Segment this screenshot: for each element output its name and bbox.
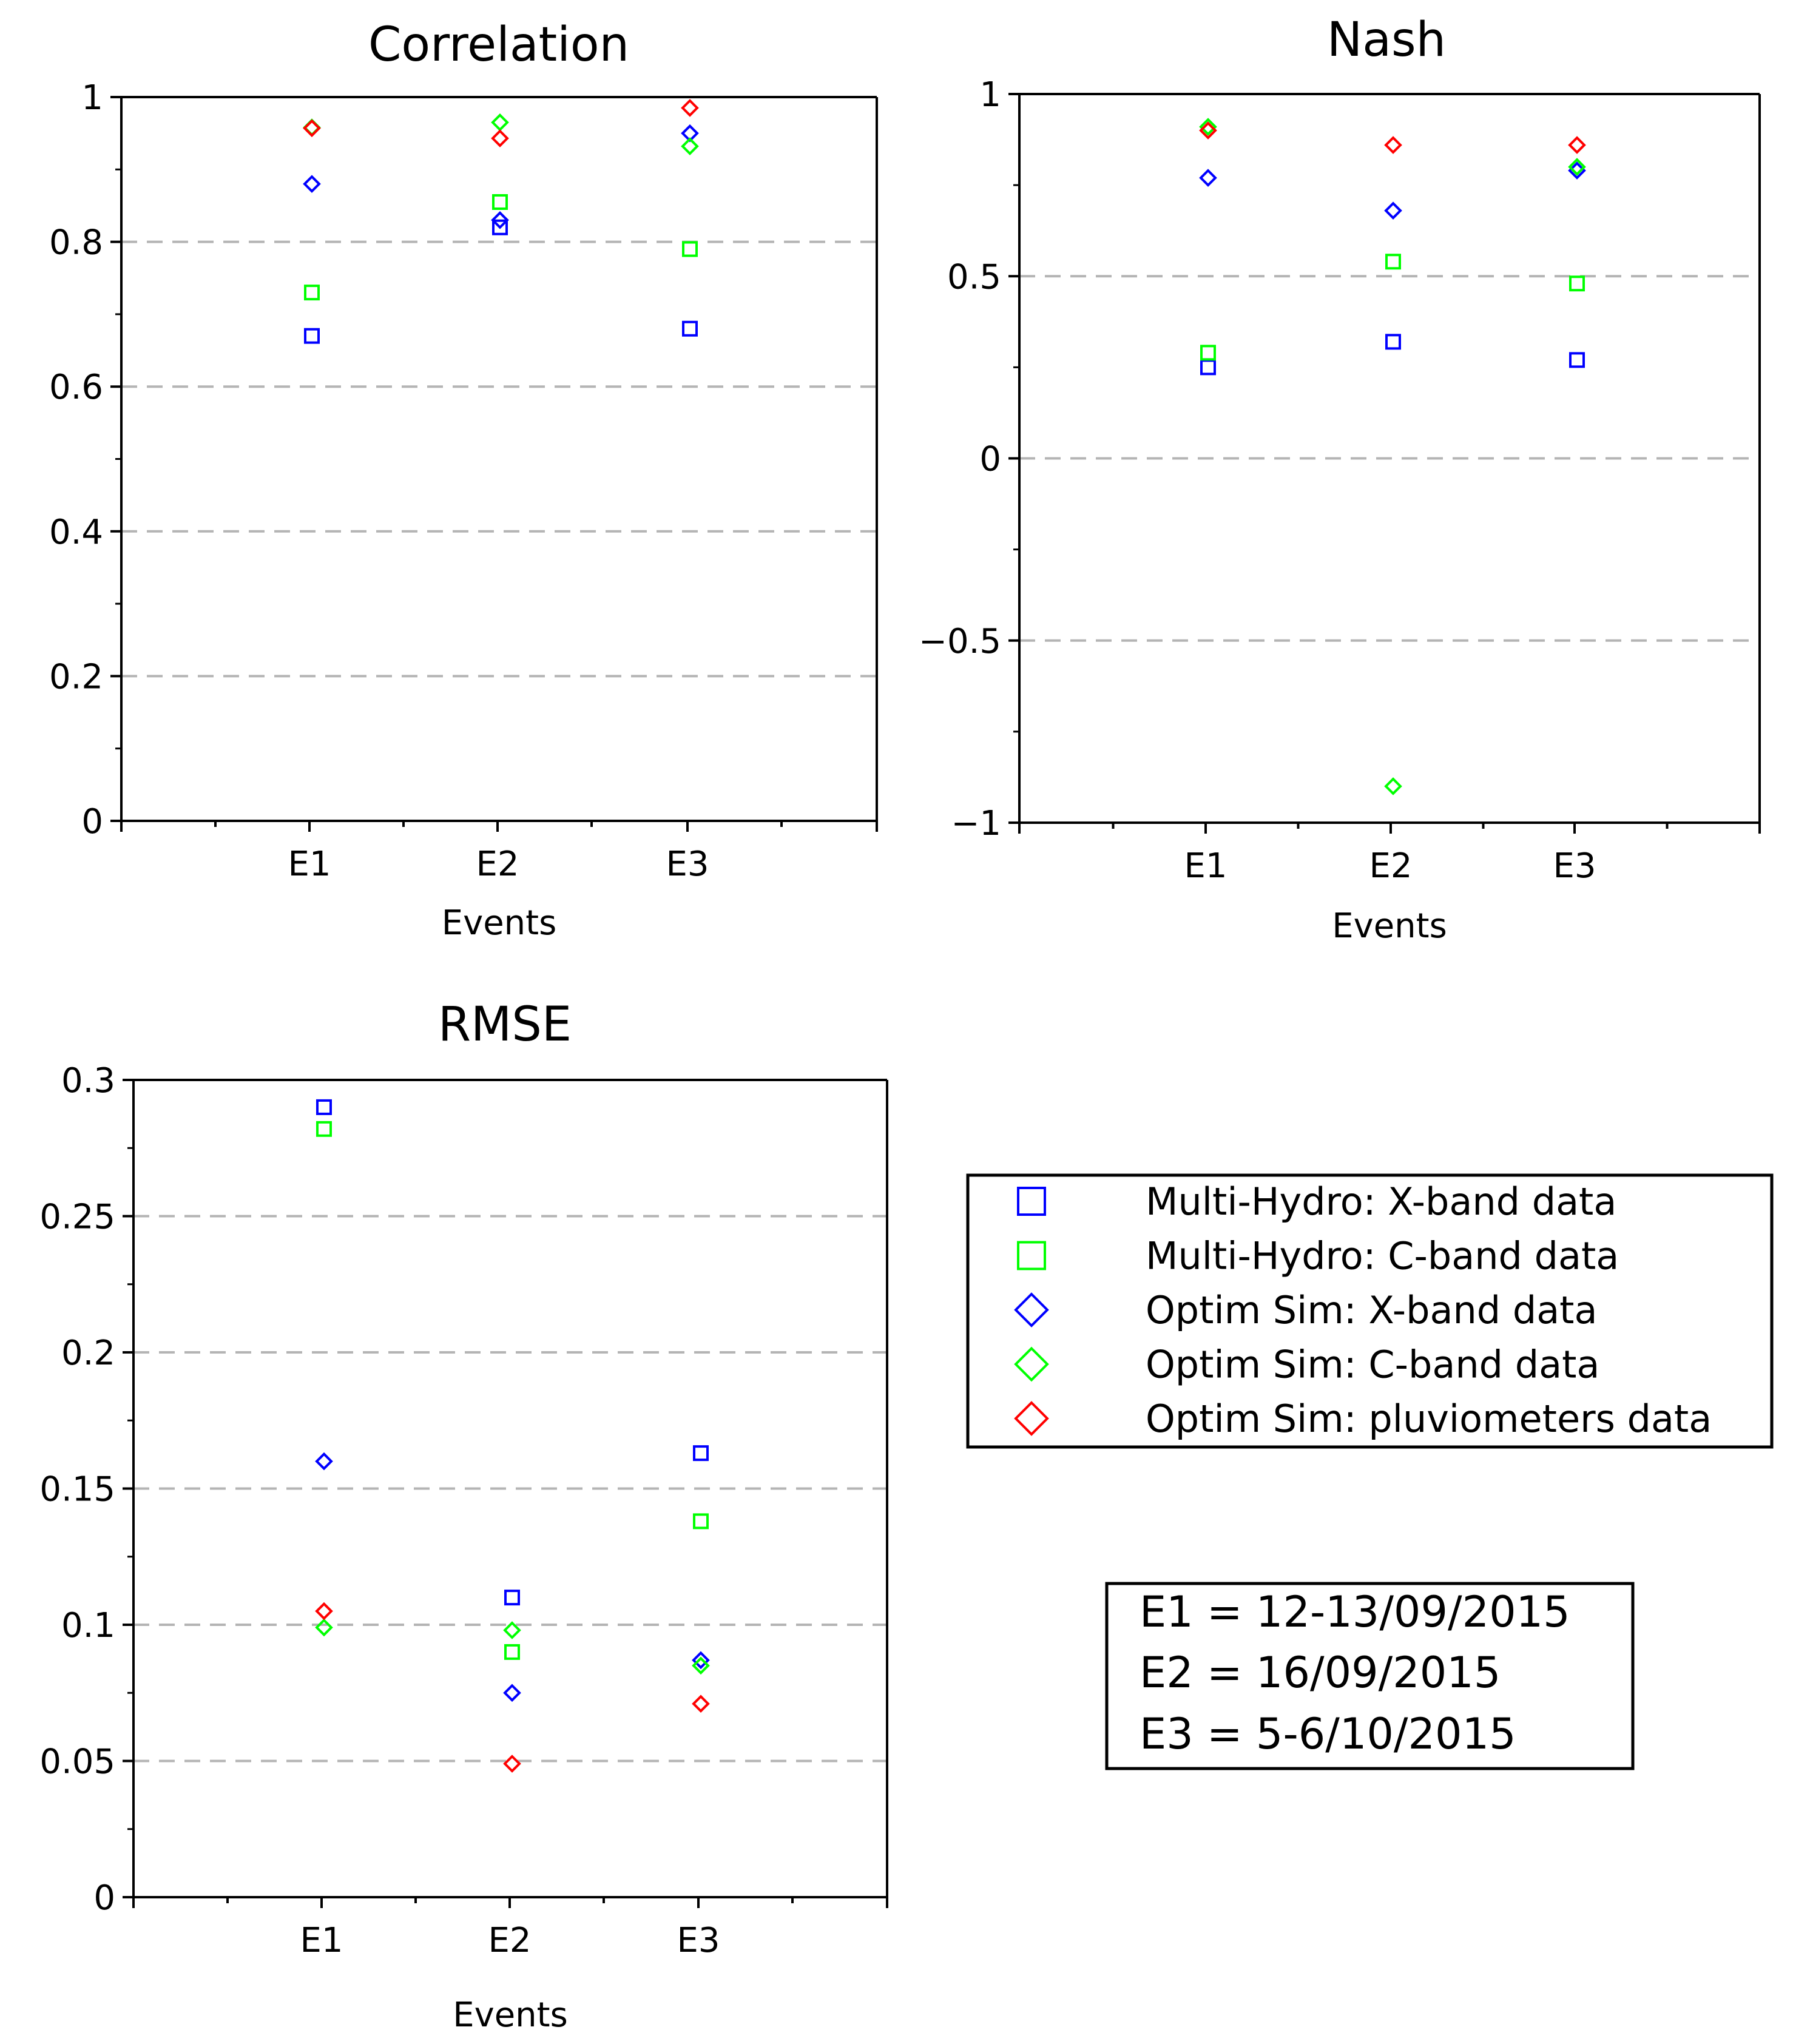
nash-point-optim-sim-x-band-data-e2 bbox=[1384, 201, 1402, 220]
rmse-title: RMSE bbox=[438, 997, 572, 1052]
events-box: E1 = 12-13/09/2015 E2 = 16/09/2015 E3 = … bbox=[1105, 1582, 1635, 1770]
rmse-point-multi-hydro-x-band-data-e3 bbox=[693, 1445, 709, 1462]
legend-label-optim-sim-x-band-data: Optim Sim: X-band data bbox=[1146, 1288, 1597, 1332]
nash-point-optim-sim-pluviometers-data-e2 bbox=[1384, 136, 1402, 154]
event-line-e2: E2 = 16/09/2015 bbox=[1140, 1648, 1501, 1698]
rmse-ytick-label: 0 bbox=[93, 1878, 115, 1918]
correlation-point-multi-hydro-c-band-data-e3 bbox=[682, 241, 698, 257]
rmse-point-multi-hydro-c-band-data-e2 bbox=[504, 1644, 520, 1660]
correlation-xtick-label-e1: E1 bbox=[288, 845, 331, 884]
legend-label-optim-sim-pluviometers-data: Optim Sim: pluviometers data bbox=[1146, 1397, 1712, 1441]
rmse-point-optim-sim-c-band-data-e2 bbox=[503, 1621, 521, 1639]
correlation-point-optim-sim-pluviometers-data-e2 bbox=[491, 129, 509, 147]
rmse-point-optim-sim-pluviometers-data-e3 bbox=[692, 1695, 710, 1713]
event-line-e1: E1 = 12-13/09/2015 bbox=[1140, 1587, 1570, 1637]
nash-ytick-label: 0 bbox=[979, 440, 1001, 479]
nash-point-multi-hydro-x-band-data-e3 bbox=[1569, 352, 1585, 368]
correlation-ytick-label: 0.8 bbox=[49, 223, 103, 263]
legend-marker-optim-sim-x-band-data bbox=[1014, 1292, 1049, 1327]
correlation-title: Correlation bbox=[368, 18, 629, 72]
nash-point-multi-hydro-x-band-data-e2 bbox=[1385, 334, 1401, 350]
nash-xlabel: Events bbox=[1332, 906, 1447, 946]
event-line-e3: E3 = 5-6/10/2015 bbox=[1140, 1709, 1516, 1759]
nash-point-multi-hydro-x-band-data-e1 bbox=[1200, 359, 1216, 376]
rmse-point-optim-sim-x-band-data-e1 bbox=[315, 1452, 333, 1471]
correlation-ytick-label: 1 bbox=[81, 78, 103, 118]
correlation-point-optim-sim-c-band-data-e2 bbox=[491, 113, 509, 132]
correlation-ytick-label: 0.6 bbox=[49, 368, 103, 407]
legend-marker-multi-hydro-c-band-data bbox=[1017, 1241, 1046, 1270]
correlation-point-optim-sim-pluviometers-data-e1 bbox=[303, 119, 321, 138]
correlation-point-optim-sim-c-band-data-e3 bbox=[681, 137, 699, 155]
legend-marker-optim-sim-pluviometers-data bbox=[1014, 1401, 1049, 1436]
nash-ytick-label: 1 bbox=[979, 75, 1001, 115]
correlation-point-multi-hydro-x-band-data-e1 bbox=[304, 328, 320, 344]
rmse-point-multi-hydro-x-band-data-e1 bbox=[316, 1099, 332, 1115]
legend: Multi-Hydro: X-band data Multi-Hydro: C-b… bbox=[966, 1173, 1774, 1449]
rmse-xtick-label-e1: E1 bbox=[300, 1921, 343, 1960]
nash-ytick-label: 0.5 bbox=[947, 257, 1001, 297]
legend-entries: Multi-Hydro: X-band data Multi-Hydro: C-b… bbox=[1014, 1179, 1712, 1441]
legend-marker-optim-sim-c-band-data bbox=[1014, 1346, 1049, 1382]
nash-xtick-label-e3: E3 bbox=[1553, 846, 1596, 886]
correlation-point-multi-hydro-x-band-data-e3 bbox=[682, 320, 698, 337]
rmse-xlabel: Events bbox=[453, 1995, 568, 2035]
nash-point-multi-hydro-c-band-data-e1 bbox=[1200, 345, 1216, 361]
rmse-point-optim-sim-c-band-data-e1 bbox=[315, 1618, 333, 1637]
nash-panel: Nash −1 −0.5 0 0.5 1 E1 E2 E3 Events bbox=[919, 13, 1761, 946]
correlation-point-optim-sim-x-band-data-e1 bbox=[303, 175, 321, 193]
rmse-xtick-label-e3: E3 bbox=[677, 1921, 720, 1960]
correlation-ytick-label: 0 bbox=[81, 802, 103, 842]
nash-point-optim-sim-x-band-data-e1 bbox=[1199, 169, 1217, 187]
nash-point-multi-hydro-c-band-data-e2 bbox=[1385, 254, 1401, 270]
rmse-ytick-label: 0.05 bbox=[39, 1742, 115, 1782]
legend-label-multi-hydro-x-band-data: Multi-Hydro: X-band data bbox=[1146, 1179, 1616, 1224]
rmse-point-multi-hydro-c-band-data-e1 bbox=[316, 1121, 332, 1137]
rmse-point-optim-sim-pluviometers-data-e2 bbox=[503, 1755, 521, 1773]
nash-point-optim-sim-pluviometers-data-e3 bbox=[1568, 136, 1586, 154]
correlation-xtick-label-e2: E2 bbox=[476, 845, 519, 884]
nash-point-optim-sim-c-band-data-e3 bbox=[1568, 158, 1586, 176]
correlation-xlabel: Events bbox=[442, 903, 557, 943]
nash-xtick-label-e2: E2 bbox=[1369, 846, 1412, 886]
rmse-point-multi-hydro-x-band-data-e2 bbox=[504, 1590, 520, 1606]
rmse-ytick-label: 0.25 bbox=[39, 1198, 115, 1237]
nash-point-optim-sim-pluviometers-data-e1 bbox=[1199, 121, 1217, 140]
correlation-ytick-label: 0.2 bbox=[49, 657, 103, 697]
nash-title: Nash bbox=[1327, 13, 1446, 67]
correlation-point-optim-sim-pluviometers-data-e3 bbox=[681, 99, 699, 117]
legend-frame bbox=[966, 1173, 1774, 1449]
legend-marker-multi-hydro-x-band-data bbox=[1017, 1187, 1046, 1216]
rmse-point-optim-sim-x-band-data-e3 bbox=[692, 1651, 710, 1670]
rmse-point-optim-sim-pluviometers-data-e1 bbox=[315, 1602, 333, 1621]
nash-xtick-label-e1: E1 bbox=[1184, 846, 1227, 886]
nash-ytick-label: −0.5 bbox=[919, 622, 1001, 661]
rmse-point-optim-sim-c-band-data-e3 bbox=[692, 1656, 710, 1675]
legend-label-multi-hydro-c-band-data: Multi-Hydro: C-band data bbox=[1146, 1234, 1619, 1278]
nash-point-optim-sim-c-band-data-e2 bbox=[1384, 777, 1402, 795]
nash-point-optim-sim-c-band-data-e1 bbox=[1199, 118, 1217, 136]
legend-label-optim-sim-c-band-data: Optim Sim: C-band data bbox=[1146, 1343, 1599, 1387]
rmse-point-multi-hydro-c-band-data-e3 bbox=[693, 1513, 709, 1530]
correlation-point-multi-hydro-c-band-data-e1 bbox=[304, 285, 320, 301]
rmse-ytick-label: 0.3 bbox=[61, 1061, 115, 1101]
correlation-xtick-label-e3: E3 bbox=[666, 845, 709, 884]
correlation-ytick-label: 0.4 bbox=[49, 513, 103, 552]
rmse-ytick-label: 0.1 bbox=[61, 1606, 115, 1645]
events-frame bbox=[1105, 1582, 1635, 1770]
nash-ytick-label: −1 bbox=[951, 804, 1001, 843]
rmse-ytick-label: 0.15 bbox=[39, 1470, 115, 1509]
correlation-point-multi-hydro-c-band-data-e2 bbox=[492, 194, 508, 210]
correlation-panel: Correlation 0 0.2 0.4 0.6 0.8 1 E1 E2 E3 Events bbox=[49, 18, 878, 943]
correlation-point-multi-hydro-x-band-data-e2 bbox=[492, 219, 508, 235]
rmse-ytick-label: 0.2 bbox=[61, 1334, 115, 1373]
rmse-xtick-label-e2: E2 bbox=[488, 1921, 531, 1960]
nash-point-multi-hydro-c-band-data-e3 bbox=[1569, 275, 1585, 292]
rmse-point-optim-sim-x-band-data-e2 bbox=[503, 1684, 521, 1702]
rmse-panel: RMSE 0 0.05 0.1 0.15 0.2 0.25 0.3 E1 E2 E3 Events bbox=[39, 997, 888, 2035]
correlation-point-optim-sim-x-band-data-e2 bbox=[491, 211, 509, 229]
